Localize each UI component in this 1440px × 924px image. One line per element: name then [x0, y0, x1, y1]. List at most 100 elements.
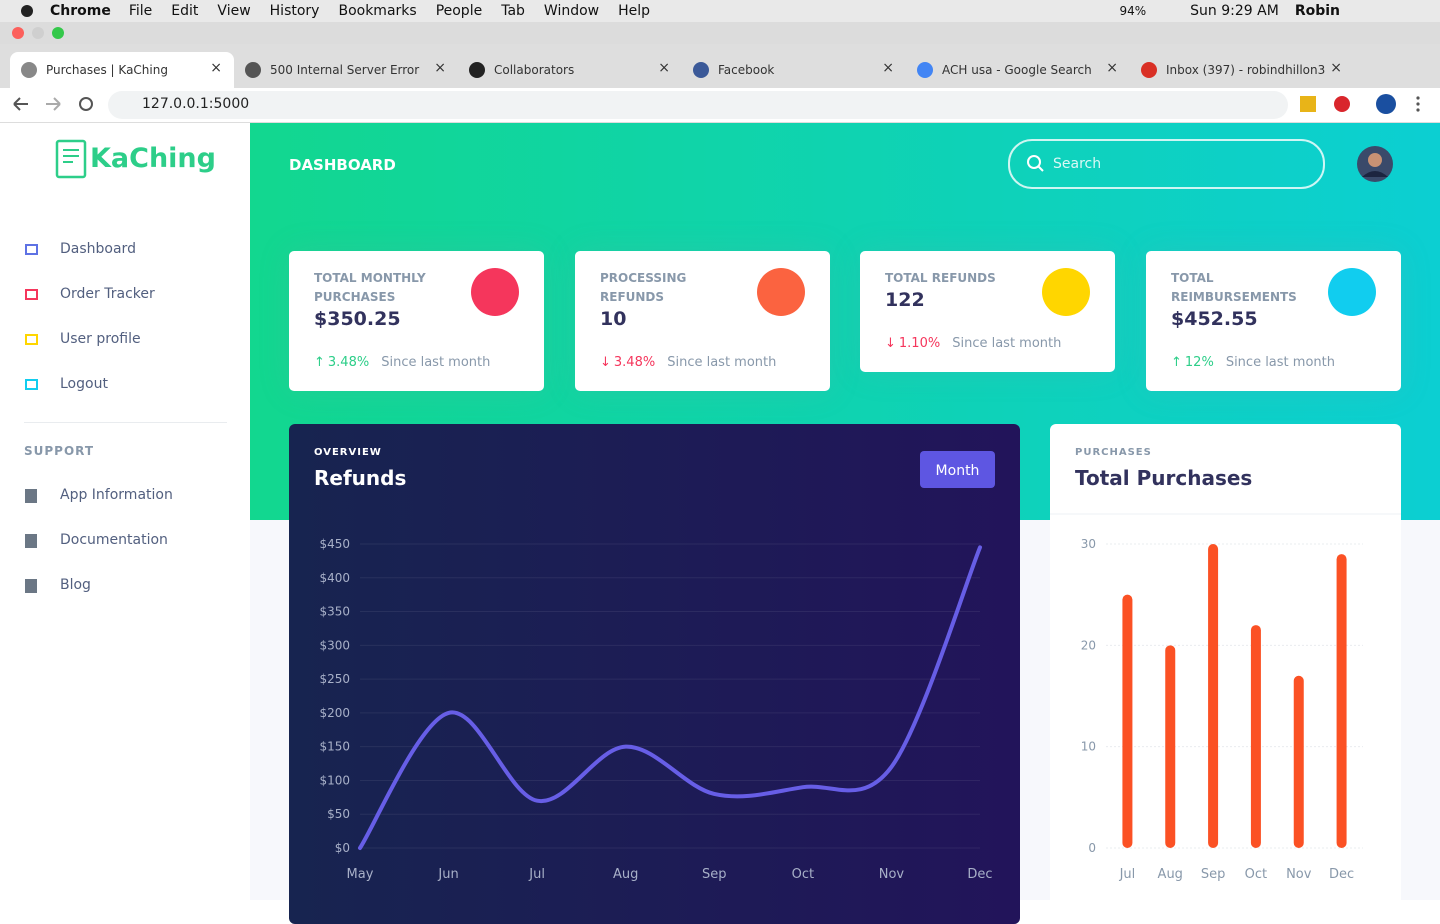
- x-tick-label: Oct: [792, 867, 814, 882]
- chart-overline: PURCHASES: [1075, 447, 1152, 458]
- y-tick-label: $300: [319, 638, 350, 652]
- menu-item[interactable]: History: [269, 3, 320, 19]
- tab-close[interactable]: ×: [434, 60, 446, 76]
- change-arrow: ↑: [1171, 355, 1182, 370]
- x-tick-label: Jul: [1119, 867, 1136, 882]
- card-value: 10: [600, 308, 627, 330]
- card-title: TOTAL REFUNDS: [885, 271, 996, 285]
- change-note: Since last month: [667, 355, 777, 370]
- stat-card: TOTAL REIMBURSEMENTS $452.55 ↑ 12% Since las…: [1146, 251, 1401, 391]
- menu-item[interactable]: View: [217, 3, 251, 19]
- menu-item[interactable]: File: [128, 3, 153, 19]
- nav-link[interactable]: Logout: [60, 376, 108, 392]
- search-icon: [1027, 155, 1044, 172]
- change-note: Since last month: [381, 355, 491, 370]
- menu-item[interactable]: Window: [543, 3, 600, 19]
- card-title: PROCESSING REFUNDS: [600, 271, 687, 304]
- tab[interactable]: Facebook ×: [682, 52, 906, 88]
- bar: [1122, 594, 1133, 848]
- card-title: TOTAL REIMBURSEMENTS: [1171, 271, 1297, 304]
- divider: [24, 422, 227, 423]
- change-arrow: ↓: [885, 336, 896, 351]
- page-title: DASHBOARD: [289, 156, 396, 174]
- address-bar: 127.0.0.1:5000: [0, 88, 1440, 123]
- menu-item[interactable]: Bookmarks: [338, 3, 417, 19]
- support-link[interactable]: App Information: [60, 487, 173, 503]
- x-tick-label: May: [347, 867, 374, 882]
- month-button-label: Month: [936, 463, 980, 479]
- clock: Sun 9:29 AM: [1190, 3, 1279, 19]
- menu-item[interactable]: People: [435, 3, 483, 19]
- menu-item[interactable]: Edit: [171, 3, 199, 19]
- tab[interactable]: Collaborators ×: [458, 52, 682, 88]
- bar: [1165, 645, 1176, 848]
- nav-link[interactable]: User profile: [60, 331, 141, 347]
- nav-link[interactable]: Order Tracker: [60, 286, 155, 302]
- bar: [1293, 675, 1304, 848]
- tab-close[interactable]: ×: [1330, 60, 1342, 76]
- x-tick-label: Oct: [1245, 867, 1267, 882]
- y-tick-label: $0: [335, 841, 350, 855]
- y-tick-label: 30: [1081, 537, 1096, 551]
- tab[interactable]: 500 Internal Server Error ×: [234, 52, 458, 88]
- card-icon: [1042, 268, 1090, 316]
- card-value: 122: [885, 289, 925, 311]
- chart-title: Total Purchases: [1075, 466, 1252, 490]
- tab[interactable]: Purchases | KaChing ×: [10, 52, 234, 88]
- tab-close[interactable]: ×: [882, 60, 894, 76]
- stat-card: PROCESSING REFUNDS 10 ↓ 3.48% Since last mon…: [575, 251, 830, 391]
- nav-buttons[interactable]: [0, 88, 110, 122]
- tab-strip: Purchases | KaChing × 500 Internal Server …: [0, 44, 1440, 88]
- tab-close[interactable]: ×: [1106, 60, 1118, 76]
- x-tick-label: Dec: [967, 867, 992, 882]
- omnibox[interactable]: [108, 91, 1288, 119]
- nav-link[interactable]: Dashboard: [60, 241, 136, 257]
- x-tick-label: Aug: [1158, 867, 1183, 882]
- chart-overline: OVERVIEW: [314, 447, 382, 458]
- tab-title: Purchases | KaChing: [46, 63, 168, 77]
- search-box[interactable]: Search: [1008, 139, 1325, 189]
- tab-close[interactable]: ×: [210, 60, 222, 76]
- nav-icon: [25, 244, 38, 255]
- url[interactable]: 127.0.0.1:5000: [142, 96, 250, 112]
- x-tick-label: Jun: [437, 867, 458, 882]
- brand-icon: [55, 139, 87, 179]
- bar: [1208, 544, 1219, 848]
- x-tick-label: Sep: [1201, 867, 1226, 882]
- x-tick-label: Nov: [879, 867, 905, 882]
- menu-item[interactable]: Help: [618, 3, 651, 19]
- card-icon: [471, 268, 519, 316]
- avatar[interactable]: [1356, 145, 1394, 183]
- y-tick-label: $50: [327, 807, 350, 821]
- tab-title: ACH usa - Google Search: [942, 63, 1092, 77]
- y-tick-label: 10: [1081, 740, 1096, 754]
- card-change: ↑ 3.48% Since last month: [314, 355, 490, 370]
- support-icon: [25, 534, 37, 548]
- change-arrow: ↑: [314, 355, 325, 370]
- change-value: 3.48%: [613, 355, 656, 370]
- y-tick-label: $450: [319, 537, 350, 551]
- change-note: Since last month: [952, 336, 1062, 351]
- x-tick-label: Jul: [528, 867, 545, 882]
- y-tick-label: $100: [319, 773, 350, 787]
- search-placeholder: Search: [1053, 156, 1102, 172]
- window-titlebar: [0, 22, 1440, 44]
- tab-title: 500 Internal Server Error: [270, 63, 420, 77]
- change-arrow: ↓: [600, 355, 611, 370]
- month-button[interactable]: [920, 451, 995, 488]
- battery: 94%: [1119, 4, 1147, 18]
- tab-icon: [693, 62, 709, 78]
- support-link[interactable]: Documentation: [60, 532, 168, 548]
- apple-icon: [21, 5, 33, 17]
- tab[interactable]: Inbox (397) - robindhillon3111 ×: [1130, 52, 1354, 88]
- tab[interactable]: ACH usa - Google Search ×: [906, 52, 1130, 88]
- tab-close[interactable]: ×: [658, 60, 670, 76]
- support-link[interactable]: Blog: [60, 577, 91, 593]
- tab-icon: [1141, 62, 1157, 78]
- card-change: ↓ 3.48% Since last month: [600, 355, 776, 370]
- tab-icon: [21, 62, 37, 78]
- menubar: Chrome File Edit View History Bookmarks Peopl…: [0, 0, 1440, 22]
- change-value: 3.48%: [327, 355, 370, 370]
- x-tick-label: Aug: [613, 867, 638, 882]
- menu-item[interactable]: Tab: [501, 3, 525, 19]
